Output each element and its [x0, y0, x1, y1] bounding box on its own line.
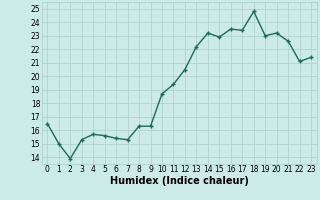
X-axis label: Humidex (Indice chaleur): Humidex (Indice chaleur): [110, 176, 249, 186]
